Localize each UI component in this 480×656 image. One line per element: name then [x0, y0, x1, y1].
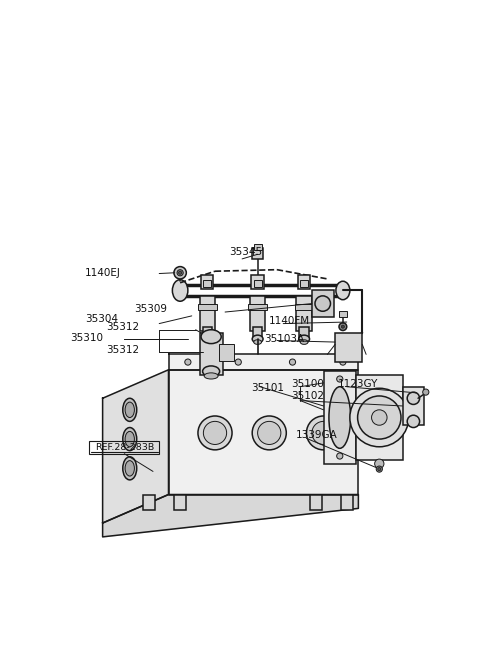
Circle shape [339, 323, 347, 331]
Bar [89, 441, 159, 454]
Text: 35102: 35102 [291, 391, 324, 401]
Circle shape [407, 415, 420, 428]
Bar [300, 327, 309, 339]
Circle shape [306, 416, 340, 450]
Ellipse shape [329, 387, 350, 448]
Bar [200, 333, 223, 375]
Ellipse shape [123, 398, 137, 421]
Circle shape [289, 359, 296, 365]
Bar [295, 304, 313, 310]
Bar [300, 281, 308, 287]
Circle shape [372, 410, 387, 425]
Ellipse shape [300, 340, 308, 344]
Ellipse shape [252, 335, 263, 343]
Bar [174, 495, 186, 510]
Polygon shape [103, 370, 168, 523]
Ellipse shape [336, 281, 350, 300]
Circle shape [252, 416, 286, 450]
Text: 35309: 35309 [134, 304, 168, 314]
Bar [296, 296, 312, 331]
Ellipse shape [125, 432, 134, 447]
Ellipse shape [204, 340, 211, 344]
Polygon shape [168, 354, 359, 370]
Circle shape [336, 453, 343, 459]
Text: 35345: 35345 [229, 247, 263, 257]
Circle shape [375, 459, 384, 468]
Text: 35101: 35101 [252, 383, 285, 393]
Bar [298, 275, 311, 289]
Ellipse shape [299, 335, 310, 343]
Bar [219, 344, 234, 361]
Bar [310, 495, 322, 510]
Bar [203, 327, 212, 339]
Polygon shape [103, 495, 359, 537]
Bar [403, 387, 424, 425]
Circle shape [358, 396, 401, 439]
Circle shape [312, 421, 335, 445]
Bar [198, 304, 216, 310]
Text: 35103A: 35103A [264, 335, 305, 344]
Bar [252, 248, 263, 259]
Circle shape [423, 389, 429, 395]
Ellipse shape [202, 335, 213, 343]
Bar [339, 311, 347, 318]
Ellipse shape [204, 373, 218, 379]
Bar [254, 281, 262, 287]
Bar [201, 275, 214, 289]
Text: 1339GA: 1339GA [296, 430, 337, 440]
Ellipse shape [254, 340, 262, 344]
Bar [143, 495, 156, 510]
Bar [253, 327, 262, 339]
Polygon shape [168, 370, 359, 495]
Circle shape [315, 296, 330, 311]
Circle shape [336, 376, 343, 382]
Text: 35312: 35312 [107, 322, 140, 332]
Circle shape [258, 421, 281, 445]
Circle shape [407, 392, 420, 405]
Text: 1123GY: 1123GY [338, 379, 379, 389]
Circle shape [340, 359, 346, 365]
Text: 1140FM: 1140FM [268, 316, 310, 326]
Bar [356, 375, 403, 460]
Bar [252, 275, 264, 289]
Bar [335, 333, 362, 362]
Bar [248, 304, 267, 310]
Circle shape [376, 466, 383, 472]
Circle shape [235, 359, 241, 365]
Circle shape [179, 271, 181, 274]
Circle shape [341, 325, 345, 328]
Bar [250, 296, 265, 331]
Circle shape [378, 468, 381, 470]
Text: REF.28-283B: REF.28-283B [95, 443, 154, 452]
Bar [324, 371, 356, 464]
Text: 35100: 35100 [291, 379, 324, 389]
Bar [312, 291, 334, 318]
Text: 1140EJ: 1140EJ [85, 268, 121, 278]
Bar [204, 281, 211, 287]
Bar [254, 244, 262, 251]
Text: 35312: 35312 [107, 345, 140, 355]
Circle shape [177, 270, 183, 276]
Ellipse shape [172, 279, 188, 301]
Bar [200, 296, 215, 331]
Bar [340, 495, 353, 510]
Ellipse shape [203, 366, 220, 377]
Text: 35304: 35304 [85, 314, 118, 323]
Ellipse shape [125, 461, 134, 476]
Circle shape [185, 359, 191, 365]
Circle shape [350, 388, 409, 447]
Ellipse shape [125, 402, 134, 417]
Circle shape [204, 421, 227, 445]
Circle shape [174, 266, 186, 279]
Ellipse shape [201, 330, 221, 344]
Ellipse shape [123, 457, 137, 480]
Text: 35310: 35310 [71, 333, 103, 343]
Ellipse shape [123, 428, 137, 451]
Circle shape [198, 416, 232, 450]
